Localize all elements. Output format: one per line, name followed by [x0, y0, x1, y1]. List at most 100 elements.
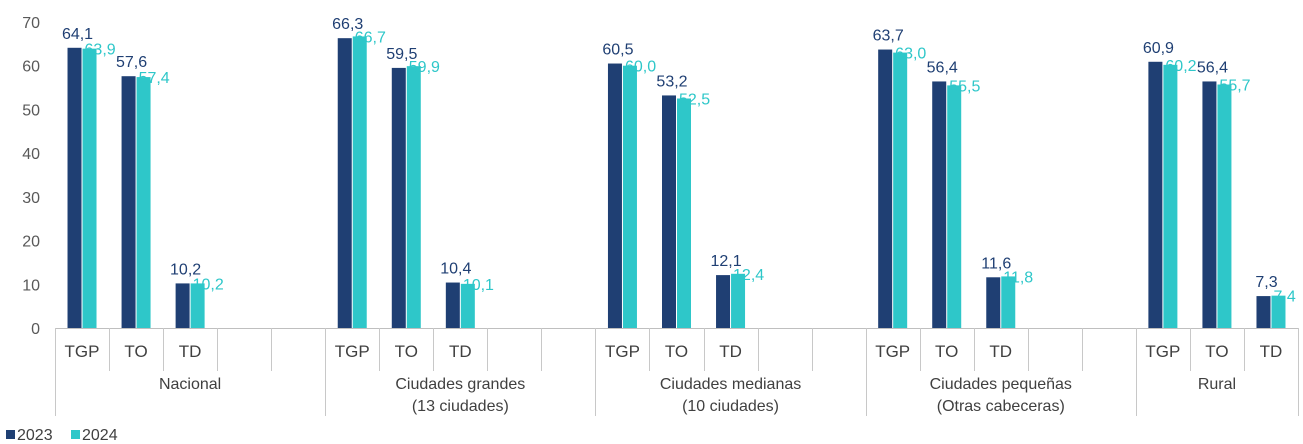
bar-2024 — [190, 283, 205, 328]
data-label-2023: 59,5 — [386, 46, 417, 63]
y-tick-label: 40 — [22, 146, 40, 163]
bar-2023 — [1148, 61, 1163, 328]
y-tick-label: 0 — [31, 321, 40, 338]
bar-2023 — [932, 81, 947, 328]
bar-2023 — [121, 76, 136, 328]
data-label-2024: 11,8 — [1003, 269, 1033, 286]
bars — [67, 36, 1286, 329]
data-label-2023: 53,2 — [656, 73, 687, 90]
bar-2024 — [893, 52, 908, 328]
category-label: TO — [124, 342, 147, 361]
group-label: Ciudades grandes — [395, 376, 525, 393]
y-tick-label: 30 — [22, 190, 40, 207]
category-label: TGP — [65, 342, 100, 361]
bar-2023 — [1256, 296, 1271, 328]
data-label-2024: 7,4 — [1273, 289, 1295, 306]
data-label-2023: 60,9 — [1143, 40, 1174, 57]
y-axis: 0 10 20 30 40 50 60 70 — [22, 15, 40, 338]
category-label: TD — [719, 342, 742, 361]
bar-2024 — [82, 48, 97, 329]
data-label-2023: 10,2 — [170, 261, 201, 278]
bar-2024 — [622, 65, 637, 328]
category-label: TO — [1205, 342, 1228, 361]
bar-2023 — [878, 49, 893, 328]
bar-2023 — [607, 63, 622, 329]
group-label: (13 ciudades) — [412, 398, 509, 415]
bar-2023 — [337, 38, 352, 328]
data-label-2023: 11,6 — [981, 255, 1011, 272]
bar-2023 — [391, 67, 406, 329]
data-label-2023: 7,3 — [1255, 274, 1277, 291]
data-label-2023: 56,4 — [927, 59, 958, 76]
legend-label-2024: 2024 — [82, 427, 118, 444]
y-tick-label: 70 — [22, 15, 40, 32]
data-label-2024: 57,4 — [139, 70, 170, 87]
legend-label-2023: 2023 — [17, 427, 53, 444]
category-label: TD — [179, 342, 202, 361]
bar-2024 — [731, 273, 746, 328]
data-label-2024: 63,0 — [895, 46, 926, 63]
bar-2024 — [1001, 276, 1016, 328]
data-label-2024: 60,0 — [625, 59, 656, 76]
category-label: TD — [449, 342, 472, 361]
x-axis: TGP TO TD Nacional TGP TO TD Ciudades grandes (1… — [55, 328, 1299, 416]
category-label: TD — [1260, 342, 1283, 361]
group-label: Nacional — [159, 376, 221, 393]
data-label-2024: 55,5 — [949, 78, 980, 95]
bar-2024 — [947, 85, 962, 328]
category-label: TGP — [875, 342, 910, 361]
y-tick-label: 60 — [22, 59, 40, 76]
bar-2024 — [677, 98, 691, 328]
data-label-2023: 10,4 — [440, 261, 471, 278]
category-label: TO — [935, 342, 958, 361]
bar-2023 — [175, 283, 190, 328]
bar-2023 — [986, 277, 1001, 328]
category-label: TO — [665, 342, 688, 361]
data-label-2024: 66,7 — [355, 29, 386, 46]
data-label-2024: 10,1 — [463, 277, 494, 294]
group-label: Rural — [1198, 376, 1236, 393]
data-label-2023: 12,1 — [710, 253, 741, 270]
bar-2024 — [1217, 84, 1232, 328]
group-label: Ciudades medianas — [660, 376, 801, 393]
y-tick-label: 10 — [22, 277, 40, 294]
bar-2023 — [1202, 81, 1217, 328]
y-tick-label: 20 — [22, 234, 40, 251]
data-label-2024: 60,2 — [1165, 58, 1196, 75]
bar-2024 — [406, 66, 421, 328]
data-label-2023: 64,1 — [62, 26, 93, 43]
bar-2023 — [67, 47, 82, 328]
data-label-2024: 12,4 — [733, 267, 764, 284]
bar-2024 — [1163, 64, 1178, 328]
group-label: (10 ciudades) — [682, 398, 779, 415]
group-label: Ciudades pequeñas — [930, 376, 1072, 393]
data-label-2023: 60,5 — [602, 42, 633, 59]
bar-2024 — [352, 36, 367, 328]
data-label-2024: 52,5 — [679, 92, 710, 109]
data-label-2024: 10,2 — [193, 276, 224, 293]
legend: 2023 2024 — [6, 427, 118, 444]
category-label: TGP — [1145, 342, 1180, 361]
category-label: TD — [989, 342, 1012, 361]
bar-2023 — [662, 95, 676, 328]
bar-2024 — [136, 77, 151, 328]
bar-2024 — [1271, 295, 1286, 328]
y-tick-label: 50 — [22, 102, 40, 119]
data-label-2024: 55,7 — [1219, 78, 1250, 95]
data-label-2023: 63,7 — [873, 28, 904, 45]
bar-2023 — [445, 282, 460, 328]
group-label: (Otras cabeceras) — [937, 398, 1065, 415]
data-label-2023: 57,6 — [116, 54, 147, 71]
category-label: TO — [395, 342, 418, 361]
data-label-2023: 56,4 — [1197, 59, 1228, 76]
legend-swatch-2024 — [71, 430, 80, 439]
category-label: TGP — [605, 342, 640, 361]
data-label-2023: 66,3 — [332, 16, 363, 33]
data-label-2024: 63,9 — [85, 42, 116, 59]
legend-swatch-2023 — [6, 430, 15, 439]
category-label: TGP — [335, 342, 370, 361]
data-labels: 64,163,957,657,4 10,210,2 66,366,759,559,9… — [62, 16, 1296, 305]
data-label-2024: 59,9 — [409, 59, 440, 76]
bar-2023 — [716, 275, 731, 328]
